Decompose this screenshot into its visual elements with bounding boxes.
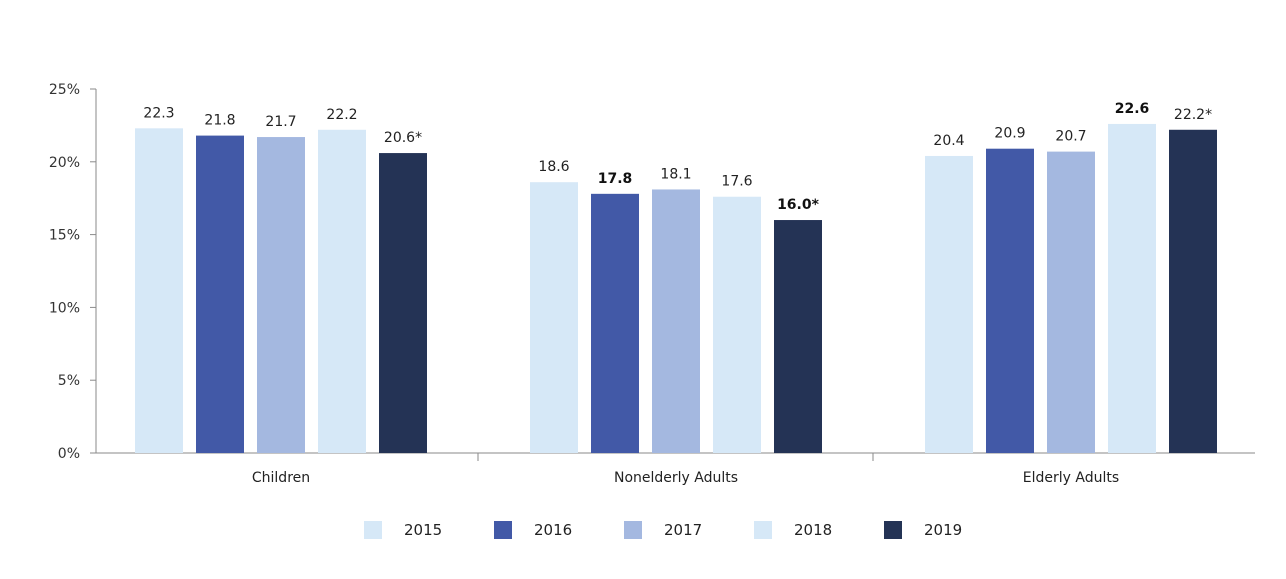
bar [774,220,822,453]
y-tick-label: 5% [58,373,80,389]
data-label: 20.9 [994,126,1025,142]
bars [135,123,1217,454]
bar [925,155,973,453]
bar [1169,129,1217,453]
legend-label: 2017 [664,521,702,539]
legend: 2015 2016 2017 2018 2019 [364,521,962,539]
bar [986,148,1034,454]
legend-label: 2018 [794,521,832,539]
bar [135,128,183,453]
data-label: 18.1 [660,166,691,182]
category-label: Children [252,470,310,486]
data-label: 20.7 [1055,129,1086,145]
legend-swatch [364,521,382,539]
data-label: 18.6 [538,159,569,175]
category-label: Nonelderly Adults [614,470,738,486]
bar [713,196,761,453]
y-axis: 0% 5% 10% 15% 20% 25% [49,82,97,462]
data-label: 22.2 [326,107,357,123]
legend-swatch [624,521,642,539]
legend-label: 2016 [534,521,572,539]
category-label: Elderly Adults [1023,470,1119,486]
bar [257,137,305,453]
bar [591,193,639,453]
bar [530,182,578,453]
data-label: 21.8 [204,113,235,129]
data-label: 16.0* [777,197,820,213]
bar [1108,123,1156,453]
data-labels: 22.3 21.8 21.7 22.2 20.6* 18.6 17.8 18.1 17.6 16.… [143,101,1212,213]
legend-swatch [754,521,772,539]
data-label: 17.8 [598,171,633,187]
legend-label: 2015 [404,521,442,539]
bar [652,189,700,454]
y-tick-label: 0% [58,446,80,462]
y-tick-label: 15% [49,228,80,244]
bar [379,153,427,453]
data-label: 17.6 [721,174,752,190]
y-tick-label: 20% [49,155,80,171]
bar [196,135,244,454]
data-label: 22.6 [1115,101,1150,117]
legend-swatch [884,521,902,539]
data-label: 22.3 [143,105,174,121]
bar [1047,151,1095,453]
x-axis: Children Nonelderly Adults Elderly Adults [96,452,1255,486]
bar [318,129,366,453]
data-label: 21.7 [265,114,296,130]
y-tick-label: 10% [49,300,80,316]
data-label: 20.4 [933,133,964,149]
data-label: 20.6* [384,130,422,146]
legend-label: 2019 [924,521,962,539]
legend-swatch [494,521,512,539]
data-label: 22.2* [1174,107,1212,123]
y-tick-label: 25% [49,82,80,98]
